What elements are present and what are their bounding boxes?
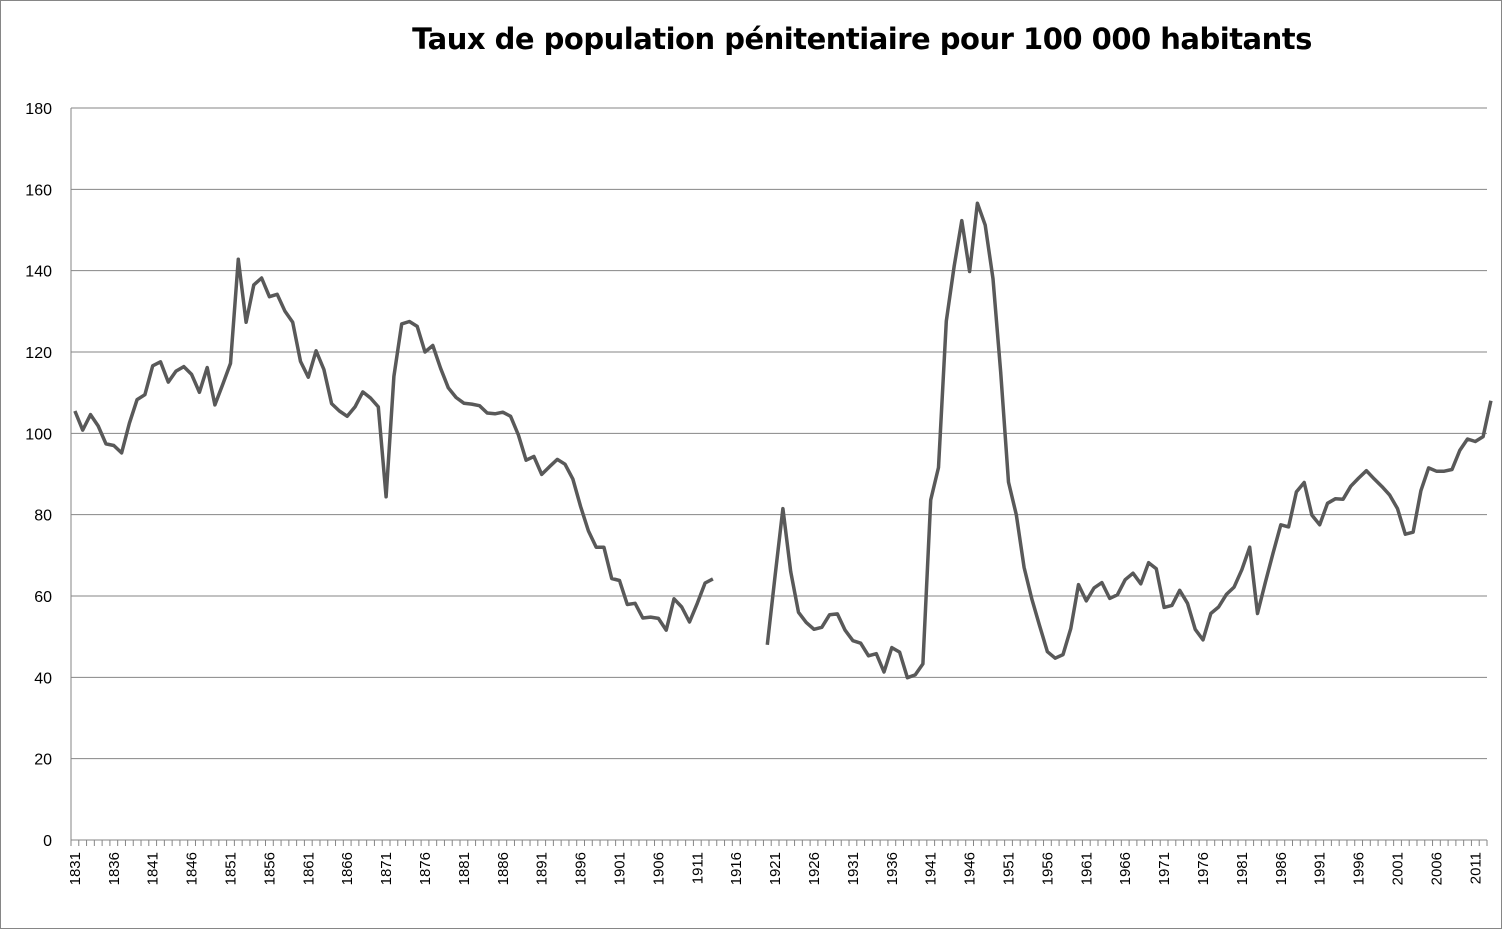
x-tick-label: 1866 bbox=[339, 852, 356, 885]
y-tick-label: 160 bbox=[25, 182, 52, 199]
x-tick-label: 1881 bbox=[456, 852, 473, 885]
y-tick-label: 100 bbox=[25, 426, 52, 443]
x-tick-label: 2011 bbox=[1467, 852, 1484, 884]
x-tick-label: 1986 bbox=[1273, 852, 1290, 885]
x-tick-label: 1876 bbox=[417, 852, 434, 885]
x-tick-label: 1891 bbox=[534, 852, 551, 885]
y-tick-label: 140 bbox=[25, 264, 52, 281]
x-tick-label: 1996 bbox=[1351, 852, 1368, 885]
y-tick-label: 20 bbox=[34, 752, 52, 769]
y-tick-label: 0 bbox=[43, 833, 52, 850]
y-tick-label: 60 bbox=[34, 589, 52, 606]
y-tick-label: 180 bbox=[25, 101, 52, 118]
x-tick-label: 1951 bbox=[1001, 852, 1018, 885]
x-tick-label: 1871 bbox=[378, 852, 395, 885]
y-tick-label: 80 bbox=[34, 508, 52, 525]
x-tick-label: 1976 bbox=[1195, 852, 1212, 885]
x-tick-label: 1961 bbox=[1078, 852, 1095, 885]
x-tick-label: 1856 bbox=[261, 852, 278, 885]
x-tick-label: 1841 bbox=[145, 852, 162, 885]
x-tick-label: 1831 bbox=[67, 852, 84, 885]
x-tick-label: 2001 bbox=[1390, 852, 1407, 885]
x-tick-label: 1971 bbox=[1156, 852, 1173, 885]
x-tick-label: 1846 bbox=[184, 852, 201, 885]
x-tick-label: 1946 bbox=[962, 852, 979, 885]
x-tick-label: 1966 bbox=[1117, 852, 1134, 885]
x-tick-label: 1886 bbox=[495, 852, 512, 885]
x-tick-label: 1851 bbox=[222, 852, 239, 885]
x-tick-label: 1916 bbox=[728, 852, 745, 885]
x-tick-label: 1836 bbox=[106, 852, 123, 885]
x-tick-label: 1936 bbox=[884, 852, 901, 885]
x-tick-label: 1896 bbox=[573, 852, 590, 885]
x-tick-label: 1956 bbox=[1039, 852, 1056, 885]
y-tick-label: 40 bbox=[34, 670, 52, 687]
x-tick-label: 1926 bbox=[806, 852, 823, 885]
x-tick-label: 1931 bbox=[845, 852, 862, 885]
x-tick-label: 1921 bbox=[767, 852, 784, 885]
x-tick-label: 1991 bbox=[1312, 852, 1329, 885]
x-tick-label: 1941 bbox=[923, 852, 940, 885]
x-tick-label: 1981 bbox=[1234, 852, 1251, 885]
chart-title: Taux de population pénitentiaire pour 10… bbox=[412, 22, 1312, 56]
x-tick-label: 1861 bbox=[300, 852, 317, 885]
series-line bbox=[73, 201, 1493, 680]
y-tick-label: 120 bbox=[25, 345, 52, 362]
x-tick-label: 1901 bbox=[612, 852, 629, 885]
x-tick-label: 1911 bbox=[689, 852, 706, 884]
x-tick-label: 2006 bbox=[1428, 852, 1445, 885]
x-tick-label: 1906 bbox=[650, 852, 667, 885]
